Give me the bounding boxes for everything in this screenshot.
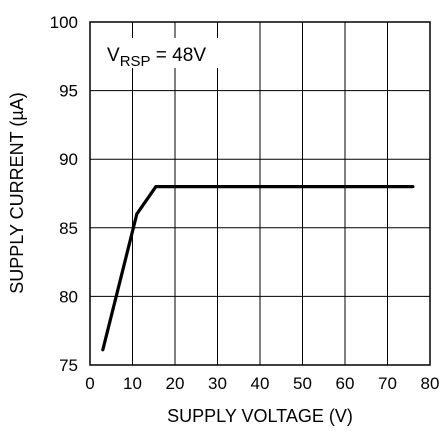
series-lines [101,185,415,352]
y-tick-label: 85 [59,219,78,238]
x-tick-label: 30 [208,374,227,393]
y-axis-label: SUPPLY CURRENT (µA) [7,92,27,293]
y-tick-label: 75 [59,356,78,375]
annotation-background [104,38,220,68]
annotation-main: V [107,45,120,66]
annotation-value: = 48V [151,45,207,66]
x-axis-label: SUPPLY VOLTAGE (V) [167,406,353,426]
x-tick-label: 40 [251,374,270,393]
y-tick-label: 80 [59,287,78,306]
annotation-subscript: RSP [120,53,151,70]
x-tick-label: 20 [166,374,185,393]
y-tick-label: 90 [59,150,78,169]
annotation-vrsp: VRSP = 48V [107,45,206,70]
x-tick-label: 80 [421,374,440,393]
grid-lines [90,22,430,365]
x-tick-label: 70 [378,374,397,393]
data-point [135,212,139,216]
plot-frame [89,21,431,366]
series-line [101,185,413,351]
x-tick-label: 10 [123,374,142,393]
data-point [411,185,415,189]
y-tick-label: 95 [59,82,78,101]
data-point [154,185,158,189]
data-point [101,348,105,352]
tick-labels: 0 10 20 30 40 50 60 70 80 75 80 85 90 95 100 [50,13,440,393]
x-tick-label: 60 [336,374,355,393]
y-tick-label: 100 [50,13,78,32]
x-tick-label: 0 [85,374,94,393]
x-tick-label: 50 [293,374,312,393]
